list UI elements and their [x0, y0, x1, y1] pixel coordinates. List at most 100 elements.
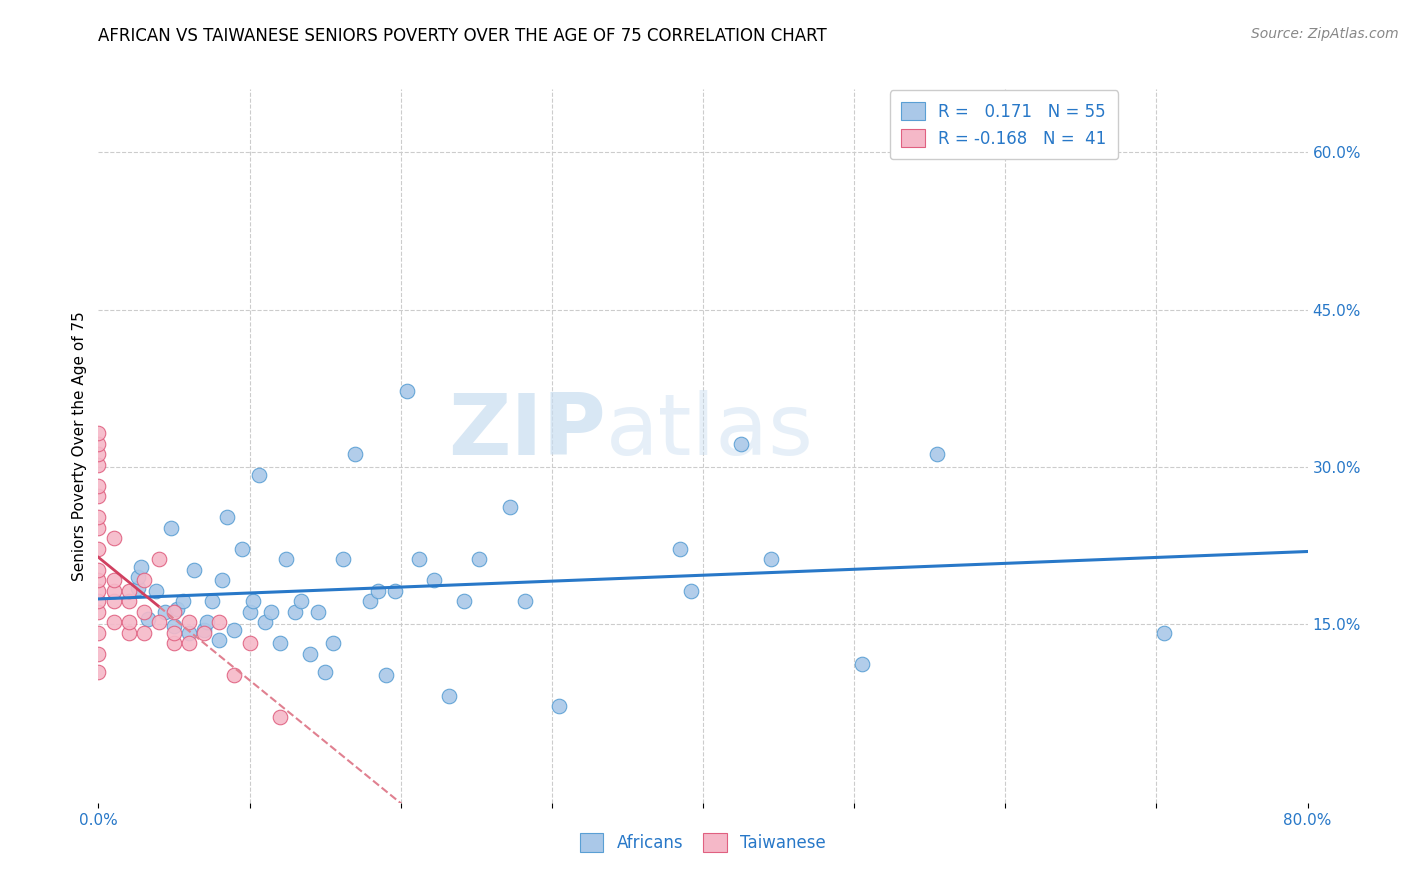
Text: Source: ZipAtlas.com: Source: ZipAtlas.com — [1251, 27, 1399, 41]
Point — [193, 625, 215, 640]
Point — [153, 605, 176, 619]
Point — [247, 468, 270, 483]
Point — [87, 521, 110, 535]
Point — [145, 583, 167, 598]
Point — [129, 559, 152, 574]
Point — [87, 447, 110, 461]
Point — [290, 594, 312, 608]
Point — [307, 605, 329, 619]
Point — [208, 633, 231, 648]
Point — [87, 489, 110, 503]
Point — [498, 500, 520, 514]
Point — [224, 667, 246, 681]
Point — [851, 657, 873, 672]
Point — [224, 623, 246, 637]
Point — [269, 636, 291, 650]
Point — [118, 583, 141, 598]
Point — [215, 510, 238, 524]
Point — [314, 665, 336, 679]
Text: AFRICAN VS TAIWANESE SENIORS POVERTY OVER THE AGE OF 75 CORRELATION CHART: AFRICAN VS TAIWANESE SENIORS POVERTY OVE… — [98, 27, 827, 45]
Point — [1153, 625, 1175, 640]
Point — [284, 605, 307, 619]
Point — [299, 647, 322, 661]
Point — [103, 615, 125, 630]
Point — [679, 583, 702, 598]
Point — [87, 510, 110, 524]
Point — [87, 574, 110, 588]
Point — [208, 615, 231, 630]
Point — [132, 625, 155, 640]
Point — [360, 594, 382, 608]
Point — [132, 574, 155, 588]
Point — [87, 594, 110, 608]
Point — [87, 426, 110, 441]
Point — [384, 583, 406, 598]
Point — [468, 552, 491, 566]
Point — [453, 594, 475, 608]
Point — [548, 699, 571, 714]
Y-axis label: Seniors Poverty Over the Age of 75: Seniors Poverty Over the Age of 75 — [72, 311, 87, 581]
Point — [408, 552, 430, 566]
Point — [179, 625, 201, 640]
Point — [193, 623, 215, 637]
Point — [103, 583, 125, 598]
Point — [253, 615, 276, 630]
Point — [103, 532, 125, 546]
Point — [344, 447, 367, 461]
Point — [239, 605, 262, 619]
Point — [513, 594, 536, 608]
Point — [195, 615, 218, 630]
Point — [269, 710, 291, 724]
Point — [242, 594, 264, 608]
Point — [87, 605, 110, 619]
Point — [132, 605, 155, 619]
Point — [136, 612, 159, 626]
Point — [395, 384, 418, 399]
Text: atlas: atlas — [606, 390, 814, 474]
Point — [231, 541, 253, 556]
Point — [127, 581, 149, 595]
Point — [148, 552, 170, 566]
Point — [87, 458, 110, 472]
Point — [163, 619, 186, 633]
Point — [274, 552, 297, 566]
Point — [87, 647, 110, 661]
Point — [127, 570, 149, 584]
Point — [163, 625, 186, 640]
Point — [87, 563, 110, 577]
Point — [183, 563, 205, 577]
Point — [179, 615, 201, 630]
Point — [322, 636, 344, 650]
Point — [201, 594, 224, 608]
Point — [437, 689, 460, 703]
Point — [87, 665, 110, 679]
Point — [211, 574, 233, 588]
Point — [163, 605, 186, 619]
Legend: Africans, Taiwanese: Africans, Taiwanese — [574, 827, 832, 859]
Point — [374, 667, 396, 681]
Text: ZIP: ZIP — [449, 390, 606, 474]
Point — [103, 574, 125, 588]
Point — [239, 636, 262, 650]
Point — [87, 541, 110, 556]
Point — [669, 541, 692, 556]
Point — [160, 521, 183, 535]
Point — [87, 625, 110, 640]
Point — [759, 552, 782, 566]
Point — [103, 594, 125, 608]
Point — [118, 594, 141, 608]
Point — [166, 601, 188, 615]
Point — [260, 605, 283, 619]
Point — [730, 437, 752, 451]
Point — [87, 583, 110, 598]
Point — [172, 594, 194, 608]
Point — [118, 625, 141, 640]
Point — [118, 615, 141, 630]
Point — [179, 636, 201, 650]
Point — [87, 479, 110, 493]
Point — [148, 615, 170, 630]
Point — [87, 437, 110, 451]
Point — [927, 447, 949, 461]
Point — [367, 583, 389, 598]
Point — [332, 552, 354, 566]
